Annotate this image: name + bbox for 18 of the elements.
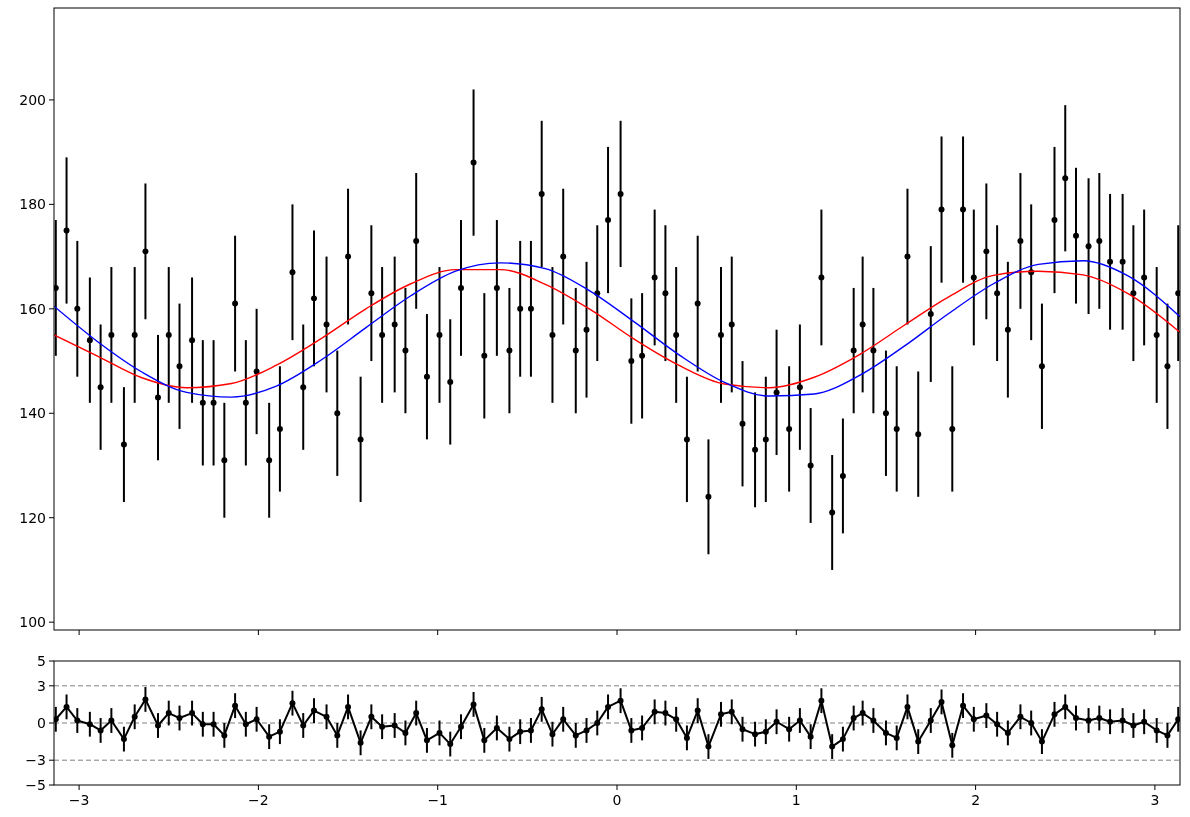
y-tick-label: 140 (19, 405, 46, 422)
y-tick-label: −5 (25, 776, 46, 793)
y-tick-label: 200 (19, 91, 46, 108)
y-tick-label: 5 (37, 652, 46, 669)
y-tick-label: 160 (19, 300, 46, 317)
x-tick-label: −3 (68, 792, 90, 808)
y-tick-label: 0 (37, 714, 46, 731)
x-tick-label: 2 (971, 792, 981, 808)
x-tick-label: 1 (791, 792, 801, 808)
x-tick-label: −1 (427, 792, 449, 808)
x-tick-label: −2 (248, 792, 269, 808)
x-tick-label: 3 (1150, 792, 1160, 808)
y-tick-label: 180 (19, 196, 46, 213)
x-tick-label: 0 (612, 792, 622, 808)
y-tick-label: −3 (25, 752, 46, 769)
y-tick-label: 3 (37, 677, 46, 694)
y-tick-label: 120 (19, 509, 46, 526)
y-tick-label: 100 (19, 614, 46, 631)
